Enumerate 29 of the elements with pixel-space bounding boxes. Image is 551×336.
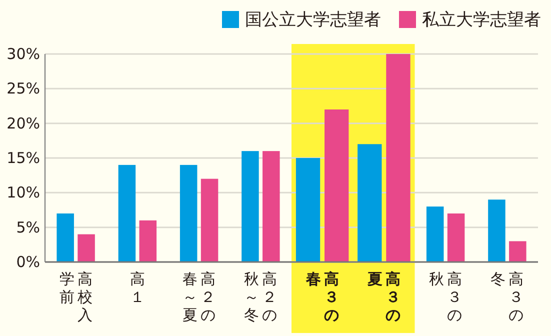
category-label: 高２の秋～冬 xyxy=(244,270,278,324)
bar xyxy=(447,213,465,262)
bar xyxy=(262,151,280,262)
legend-label: 私立大学志望者 xyxy=(422,9,541,31)
y-tick-label: 20% xyxy=(6,114,40,132)
bar xyxy=(118,164,136,262)
bar xyxy=(180,164,198,262)
bar xyxy=(488,200,506,262)
bar xyxy=(139,220,157,262)
y-tick-label: 25% xyxy=(6,80,40,98)
bar xyxy=(509,241,526,262)
bar xyxy=(56,213,74,262)
y-tick-label: 30% xyxy=(6,45,40,63)
x-tick-label: 高１ xyxy=(128,270,146,306)
bar xyxy=(78,234,95,262)
bar xyxy=(200,178,218,262)
y-tick-label: 15% xyxy=(6,149,40,167)
bar xyxy=(242,151,259,262)
y-tick-label: 10% xyxy=(6,184,40,202)
category-label: 高３の冬 xyxy=(490,270,524,324)
y-tick-label: 5% xyxy=(16,218,40,236)
bar xyxy=(426,206,444,262)
category-label: 高校入学前 xyxy=(59,270,92,324)
y-tick-label: 0% xyxy=(16,253,40,271)
category-label: 高３の秋 xyxy=(429,270,462,324)
category-label: 高３の春 xyxy=(306,270,339,324)
category-label: 高２の春～夏 xyxy=(182,270,216,324)
legend-label: 国公立大学志望者 xyxy=(245,9,381,31)
category-label: 高３の夏 xyxy=(367,270,400,324)
